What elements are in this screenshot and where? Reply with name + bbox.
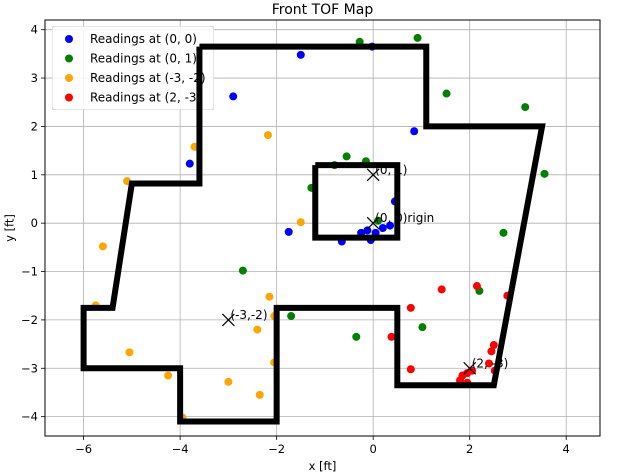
data-point-series-0 <box>229 92 238 101</box>
annotation-marker <box>366 168 380 182</box>
y-tick-label: 4 <box>31 23 38 37</box>
data-point-series-2 <box>98 242 107 251</box>
data-point-series-2 <box>224 377 233 386</box>
annotation-label: (-3,-2) <box>230 308 267 322</box>
data-point-series-2 <box>265 292 274 301</box>
data-point-series-1 <box>499 228 508 237</box>
data-point-series-2 <box>164 371 173 380</box>
data-point-series-3 <box>472 282 481 291</box>
data-point-series-1 <box>287 312 296 321</box>
data-point-series-3 <box>437 285 446 294</box>
axes-frame <box>44 19 601 437</box>
data-point-series-0 <box>185 159 194 168</box>
annotation-marker <box>366 216 380 230</box>
data-point-series-1 <box>374 216 382 225</box>
legend-label: Readings at (0, 0) <box>90 32 197 46</box>
data-point-series-0 <box>378 224 387 232</box>
data-point-series-1 <box>352 332 361 341</box>
data-point-series-0 <box>284 227 293 236</box>
annotation-marker <box>463 361 477 375</box>
data-points <box>91 33 549 422</box>
legend-box <box>52 26 214 110</box>
x-tick-label: 0 <box>370 442 377 456</box>
data-point-series-1 <box>540 169 549 178</box>
legend-marker <box>65 54 73 63</box>
data-point-series-3 <box>485 359 493 368</box>
annotation-marker <box>221 313 235 327</box>
data-point-series-2 <box>253 325 262 334</box>
data-point-series-1 <box>521 103 530 112</box>
map-outline <box>80 43 546 425</box>
y-tick-label: 0 <box>31 216 38 230</box>
legend-label: Readings at (-3, -2) <box>90 71 206 85</box>
x-tick-label: −2 <box>268 442 285 456</box>
x-tick-label: 4 <box>563 442 570 456</box>
data-point-series-1 <box>342 152 351 161</box>
x-tick-label: 2 <box>466 442 473 456</box>
data-point-series-1 <box>442 89 451 98</box>
legend-label: Readings at (2, -3) <box>90 91 201 105</box>
y-tick-label: −2 <box>21 313 38 327</box>
y-tick-label: 2 <box>31 119 38 133</box>
legend-marker <box>65 74 73 82</box>
legend-marker <box>65 35 73 43</box>
annotation-label: (0, 0)rigin <box>375 211 434 225</box>
data-point-series-2 <box>263 131 272 140</box>
data-point-series-1 <box>413 33 422 42</box>
data-point-series-0 <box>410 127 419 136</box>
y-tick-label: 3 <box>31 71 38 85</box>
data-point-series-1 <box>418 323 427 332</box>
legend-label: Readings at (0, 1) <box>90 52 197 66</box>
y-tick-label: −3 <box>21 361 38 375</box>
x-tick-label: −6 <box>75 442 92 456</box>
outer-wall-line <box>80 43 546 425</box>
data-point-series-2 <box>296 218 305 227</box>
y-tick-label: −4 <box>21 410 38 424</box>
data-point-series-0 <box>296 50 305 59</box>
data-point-series-0 <box>363 226 372 235</box>
x-axis-label: x [ft] <box>309 459 337 473</box>
annotations: (0, 1) (0, 0)rigin (-3,-2) (2, -3) <box>221 163 509 375</box>
annotation-label: (2, -3) <box>472 356 509 370</box>
y-axis-label: y [ft] <box>3 214 17 242</box>
data-point-series-2 <box>125 348 134 357</box>
inner-box-line <box>312 162 401 241</box>
legend-marker <box>65 93 73 102</box>
data-point-series-3 <box>406 365 415 374</box>
data-point-series-3 <box>489 341 498 350</box>
data-point-series-1 <box>238 266 247 275</box>
data-point-series-2 <box>255 390 264 399</box>
data-point-series-3 <box>406 303 415 312</box>
y-tick-label: 1 <box>31 168 38 182</box>
legend: Readings at (0, 0) Readings at (0, 1) Read… <box>52 26 214 110</box>
data-point-series-3 <box>387 332 396 341</box>
data-point-series-0 <box>386 221 395 230</box>
annotation-label: (0, 1) <box>375 163 407 177</box>
ticks: −6 −4 −2 0 2 4 −4 −3 −2 −1 0 1 2 3 4 <box>21 23 570 456</box>
y-tick-label: −1 <box>21 265 38 279</box>
x-tick-label: −4 <box>172 442 189 456</box>
data-point-series-3 <box>487 347 496 356</box>
chart-title: Front TOF Map <box>272 2 374 18</box>
